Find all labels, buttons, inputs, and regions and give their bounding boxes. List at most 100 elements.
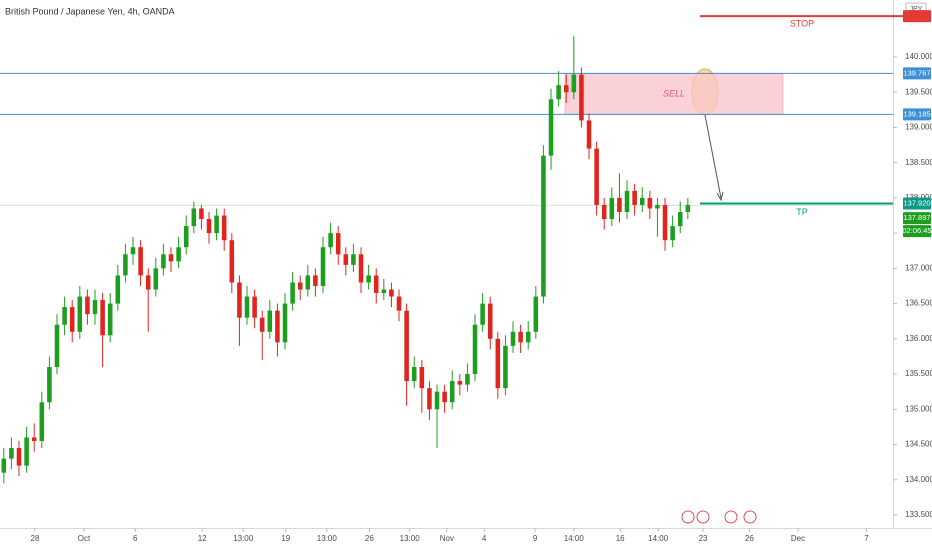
event-icon [743,510,757,524]
arrow [704,114,722,199]
x-tick-label: 16 [616,534,625,543]
candle-body [639,197,645,205]
candle-body [655,204,660,209]
candle-body [465,374,470,385]
y-tick-label: 133.500 [905,510,932,519]
candle-body [145,275,151,290]
candle-body [518,331,523,343]
level-tag-box [903,67,931,80]
candle-body [601,204,607,220]
candle-body [556,85,561,100]
event-icon [696,510,710,524]
countdown-box [903,225,931,238]
y-tick-label: 134.000 [905,475,932,484]
event-icons [681,510,757,524]
candle-body [427,388,432,410]
candle-body [161,254,166,269]
y-tick-label: 136.500 [905,299,932,308]
tp-label: TP [796,207,808,217]
candle-body [366,275,371,283]
candle-body [404,310,409,382]
sell-zone [564,73,784,115]
candle-body [305,275,311,290]
candle-body [130,247,136,255]
candle-body [396,296,402,311]
candle-body [107,303,113,336]
x-tick-label: 13:00 [317,534,338,543]
currency: JPY [910,6,923,13]
candle-body [609,197,615,220]
candle-body [647,197,653,209]
stop-label: STOP [790,19,814,29]
countdown: 02:06:45 [902,226,931,235]
x-tick-label: 28 [31,534,40,543]
candle-body [548,99,554,156]
candle-body [563,85,569,93]
candle-body [389,289,394,297]
candle-body [525,331,531,343]
y-tick-label: 135.000 [905,404,932,413]
candle-body [244,296,250,318]
candle-body [434,391,440,410]
candle-body [62,307,67,325]
candle-body [9,448,14,459]
stop-tag-box [903,10,931,23]
last-price-tag: 137.897 [903,213,930,222]
candle-body [39,402,45,441]
candle-body [100,300,105,336]
candle-body [267,310,273,332]
x-tick-label: 14:00 [564,534,585,543]
candle-body [594,148,599,205]
candle-body [297,282,303,290]
candle-body [358,254,364,283]
candle-body [533,296,539,332]
chart-title: British Pound / Japanese Yen, 4h, OANDA [5,6,175,16]
candle-body [442,391,447,403]
candle-body [457,381,463,385]
x-tick-label: Dec [791,534,805,543]
candle-body [617,197,622,213]
y-tick-label: 140.000 [905,52,932,61]
candle-body [229,240,235,283]
candle-body [47,367,52,403]
level-tag: 139.185 [903,109,930,118]
x-tick-label: 7 [864,534,869,543]
candle-body [85,296,90,315]
candle-body [24,437,29,466]
candle-body [579,74,584,121]
candle-body [92,300,98,315]
candle-body [328,233,333,248]
y-tick-label: 135.500 [905,369,932,378]
level-tag: 139.767 [903,68,930,77]
candle-body [168,254,174,262]
candle-body [480,303,485,325]
candle-body [16,448,22,466]
candle-body [1,458,7,473]
tp-tag: 137.920 [903,199,930,208]
arrow-head [716,191,724,202]
candle-body [449,381,455,403]
x-tick-label: Oct [78,534,91,543]
sell-label: SELL [663,88,685,98]
candle-body [191,208,197,227]
candle-body [624,190,630,213]
candle-body [313,275,318,286]
candle-body [373,275,379,294]
candle-body [472,324,478,375]
candle-body [320,247,326,286]
candle-body [237,282,242,318]
x-tick-label: 6 [133,534,138,543]
candle-body [411,367,417,382]
candle-body [176,247,181,262]
x-tick-label: 19 [281,534,290,543]
x-tick-label: 13:00 [233,534,254,543]
candle-body [214,215,219,234]
y-tick-label: 138.000 [905,193,932,202]
y-tick-label: 137.000 [905,263,932,272]
candle-body [183,226,189,248]
candle-body [77,296,83,332]
x-tick-label: 26 [365,534,374,543]
tp-tag-box [903,197,931,210]
candle-body [115,275,121,304]
